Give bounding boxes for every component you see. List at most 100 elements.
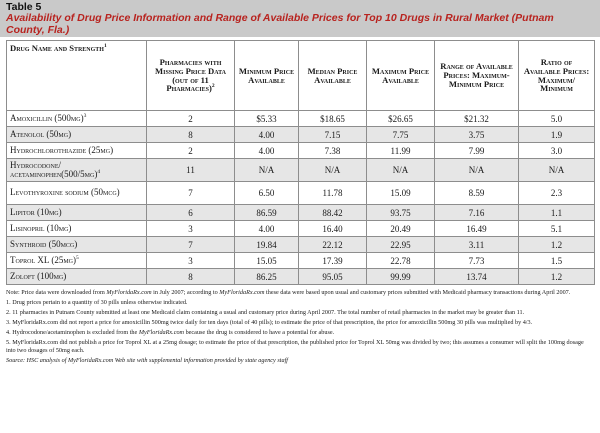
cell-median: 16.40 — [298, 220, 367, 237]
table-label: Table 5 — [6, 1, 42, 13]
drug-price-table: Drug Name and Strength1 Pharmacies with M… — [6, 40, 595, 285]
cell-ratio: 2.3 — [518, 181, 595, 205]
cell-min: 4.00 — [234, 126, 299, 143]
cell-range: 13.74 — [434, 268, 519, 285]
drug-name-cell: Hydrochlorothiazide (25mg) — [6, 142, 147, 159]
cell-ratio: 1.2 — [518, 268, 595, 285]
table-row: Levothyroxine sodium (50mcg) 7 6.50 11.78 15… — [6, 181, 595, 205]
column-header: Pharmacies with Missing Price Data (out … — [146, 40, 235, 111]
cell-min: 4.00 — [234, 220, 299, 237]
cell-missing: 8 — [146, 126, 235, 143]
cell-missing: 6 — [146, 204, 235, 221]
table-row: Lisinopril (10mg) 3 4.00 16.40 20.49 16.49 5.1 — [6, 220, 595, 237]
cell-median: 88.42 — [298, 204, 367, 221]
note-3: 3. MyFloridaRx.com did not report a pric… — [6, 318, 533, 326]
cell-min: 19.84 — [234, 236, 299, 253]
cell-median: 22.12 — [298, 236, 367, 253]
note-5: 5. MyFloridaRx.com did not publish a pri… — [6, 338, 584, 354]
cell-range: 7.73 — [434, 252, 519, 269]
table-row: Lipitor (10mg) 6 86.59 88.42 93.75 7.16 1.1 — [6, 204, 595, 221]
cell-missing: 2 — [146, 142, 235, 159]
note-2: 2. 11 pharmacies in Putnam County submit… — [6, 308, 525, 316]
cell-missing: 3 — [146, 252, 235, 269]
cell-max: 22.78 — [366, 252, 435, 269]
cell-missing: 7 — [146, 181, 235, 205]
cell-min: 6.50 — [234, 181, 299, 205]
table-header-band: Table 5 Availability of Drug Price Infor… — [0, 0, 600, 37]
cell-ratio: 1.5 — [518, 252, 595, 269]
drug-name-cell: Hydrocodone/ acetaminophen(500/5mg)4 — [6, 158, 147, 182]
cell-missing: 8 — [146, 268, 235, 285]
cell-range: 3.11 — [434, 236, 519, 253]
drug-name-cell: Toprol XL (25mg)5 — [6, 252, 147, 269]
cell-max: 7.75 — [366, 126, 435, 143]
cell-median: 7.15 — [298, 126, 367, 143]
column-header: Median Price Available — [298, 40, 367, 111]
cell-missing: 11 — [146, 158, 235, 182]
source-note: Source: HSC analysis of MyFloridaRx.com … — [6, 356, 289, 364]
cell-ratio: N/A — [518, 158, 595, 182]
cell-median: 95.05 — [298, 268, 367, 285]
cell-range: 16.49 — [434, 220, 519, 237]
cell-range: 8.59 — [434, 181, 519, 205]
cell-range: $21.32 — [434, 110, 519, 127]
table-row: Hydrocodone/ acetaminophen(500/5mg)4 11 N/… — [6, 158, 595, 182]
cell-median: 17.39 — [298, 252, 367, 269]
drug-name-cell: Lipitor (10mg) — [6, 204, 147, 221]
cell-min: 86.59 — [234, 204, 299, 221]
cell-median: 11.78 — [298, 181, 367, 205]
cell-ratio: 1.2 — [518, 236, 595, 253]
cell-min: 4.00 — [234, 142, 299, 159]
cell-range: 7.99 — [434, 142, 519, 159]
column-header: Maximum Price Available — [366, 40, 435, 111]
cell-max: N/A — [366, 158, 435, 182]
cell-ratio: 3.0 — [518, 142, 595, 159]
table-row: Toprol XL (25mg)5 3 15.05 17.39 22.78 7.73 1.5 — [6, 252, 595, 269]
cell-max: 93.75 — [366, 204, 435, 221]
cell-ratio: 5.1 — [518, 220, 595, 237]
table-body: Amoxicillin (500mg)3 2 $5.33 $18.65 $26.65 $2… — [6, 110, 595, 285]
note-1: 1. Drug prices pertain to a quantity of … — [6, 298, 188, 306]
table-row: Amoxicillin (500mg)3 2 $5.33 $18.65 $26.65 $2… — [6, 110, 595, 127]
cell-ratio: 1.1 — [518, 204, 595, 221]
cell-ratio: 5.0 — [518, 110, 595, 127]
column-header: Drug Name and Strength1 — [6, 40, 147, 111]
cell-max: 99.99 — [366, 268, 435, 285]
drug-name-cell: Zoloft (100mg) — [6, 268, 147, 285]
column-header: Ratio of Available Prices: Maximum/ Mini… — [518, 40, 595, 111]
drug-name-cell: Levothyroxine sodium (50mcg) — [6, 181, 147, 205]
drug-name-cell: Atenolol (50mg) — [6, 126, 147, 143]
note-main: Note: Price data were downloaded from My… — [6, 289, 571, 296]
drug-name-cell: Lisinopril (10mg) — [6, 220, 147, 237]
table-row: Zoloft (100mg) 8 86.25 95.05 99.99 13.74 1.2 — [6, 268, 595, 285]
column-header: Range of Available Prices: Maximum-Minim… — [434, 40, 519, 111]
cell-range: N/A — [434, 158, 519, 182]
column-header: Minimum Price Available — [234, 40, 299, 111]
cell-min: 86.25 — [234, 268, 299, 285]
drug-name-cell: Amoxicillin (500mg)3 — [6, 110, 147, 127]
cell-max: $26.65 — [366, 110, 435, 127]
table-notes: Note: Price data were downloaded from My… — [6, 289, 594, 364]
cell-ratio: 1.9 — [518, 126, 595, 143]
cell-range: 7.16 — [434, 204, 519, 221]
cell-max: 11.99 — [366, 142, 435, 159]
cell-min: N/A — [234, 158, 299, 182]
cell-missing: 2 — [146, 110, 235, 127]
cell-min: $5.33 — [234, 110, 299, 127]
cell-max: 22.95 — [366, 236, 435, 253]
drug-name-cell: Synthroid (50mcg) — [6, 236, 147, 253]
cell-missing: 3 — [146, 220, 235, 237]
table-title: Availability of Drug Price Information a… — [6, 12, 554, 36]
table-row: Atenolol (50mg) 8 4.00 7.15 7.75 3.75 1.9 — [6, 126, 595, 143]
cell-max: 20.49 — [366, 220, 435, 237]
cell-min: 15.05 — [234, 252, 299, 269]
table-row: Synthroid (50mcg) 7 19.84 22.12 22.95 3.11 1.2 — [6, 236, 595, 253]
cell-range: 3.75 — [434, 126, 519, 143]
cell-median: $18.65 — [298, 110, 367, 127]
cell-max: 15.09 — [366, 181, 435, 205]
header-row: Drug Name and Strength1 Pharmacies with M… — [6, 40, 595, 111]
cell-missing: 7 — [146, 236, 235, 253]
table-row: Hydrochlorothiazide (25mg) 2 4.00 7.38 11.99… — [6, 142, 595, 159]
cell-median: 7.38 — [298, 142, 367, 159]
